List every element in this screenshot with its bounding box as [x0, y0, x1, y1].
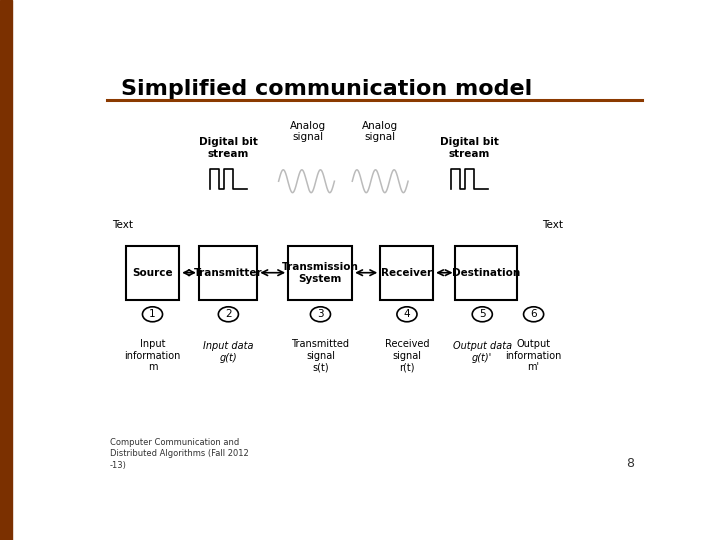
Text: Input
information
m: Input information m [125, 339, 181, 373]
Text: Simplified communication model: Simplified communication model [121, 79, 532, 99]
Text: Destination: Destination [452, 268, 521, 278]
Text: Transmitter: Transmitter [194, 268, 262, 278]
Text: Text: Text [112, 220, 133, 230]
Text: 6: 6 [531, 309, 537, 319]
Text: Input data
g(t): Input data g(t) [203, 341, 253, 362]
Bar [288, 246, 352, 300]
Text: 4: 4 [404, 309, 410, 319]
Text: Source: Source [132, 268, 173, 278]
Text: Analog
signal: Analog signal [289, 120, 325, 142]
Bar [456, 246, 517, 300]
Text: 2: 2 [225, 309, 232, 319]
Text: Transmission
System: Transmission System [282, 262, 359, 284]
Text: 1: 1 [149, 309, 156, 319]
Text: Output data
g(t)': Output data g(t)' [453, 341, 512, 362]
Text: Analog
signal: Analog signal [362, 120, 398, 142]
Text: 5: 5 [479, 309, 485, 319]
Text: Digital bit
stream: Digital bit stream [440, 137, 499, 159]
Bar [380, 246, 433, 300]
Text: Transmitted
signal
s(t): Transmitted signal s(t) [292, 339, 349, 373]
Bar [199, 246, 258, 300]
Text: 8: 8 [626, 457, 634, 470]
Text: Computer Communication and
Distributed Algorithms (Fall 2012
-13): Computer Communication and Distributed A… [109, 437, 248, 470]
Text: Receiver: Receiver [381, 268, 432, 278]
Bar [126, 246, 179, 300]
Text: Output
information
m': Output information m' [505, 339, 562, 373]
Text: Text: Text [542, 220, 563, 230]
Text: Digital bit
stream: Digital bit stream [199, 137, 258, 159]
Text: 3: 3 [317, 309, 324, 319]
Text: Received
signal
r(t): Received signal r(t) [384, 339, 429, 373]
